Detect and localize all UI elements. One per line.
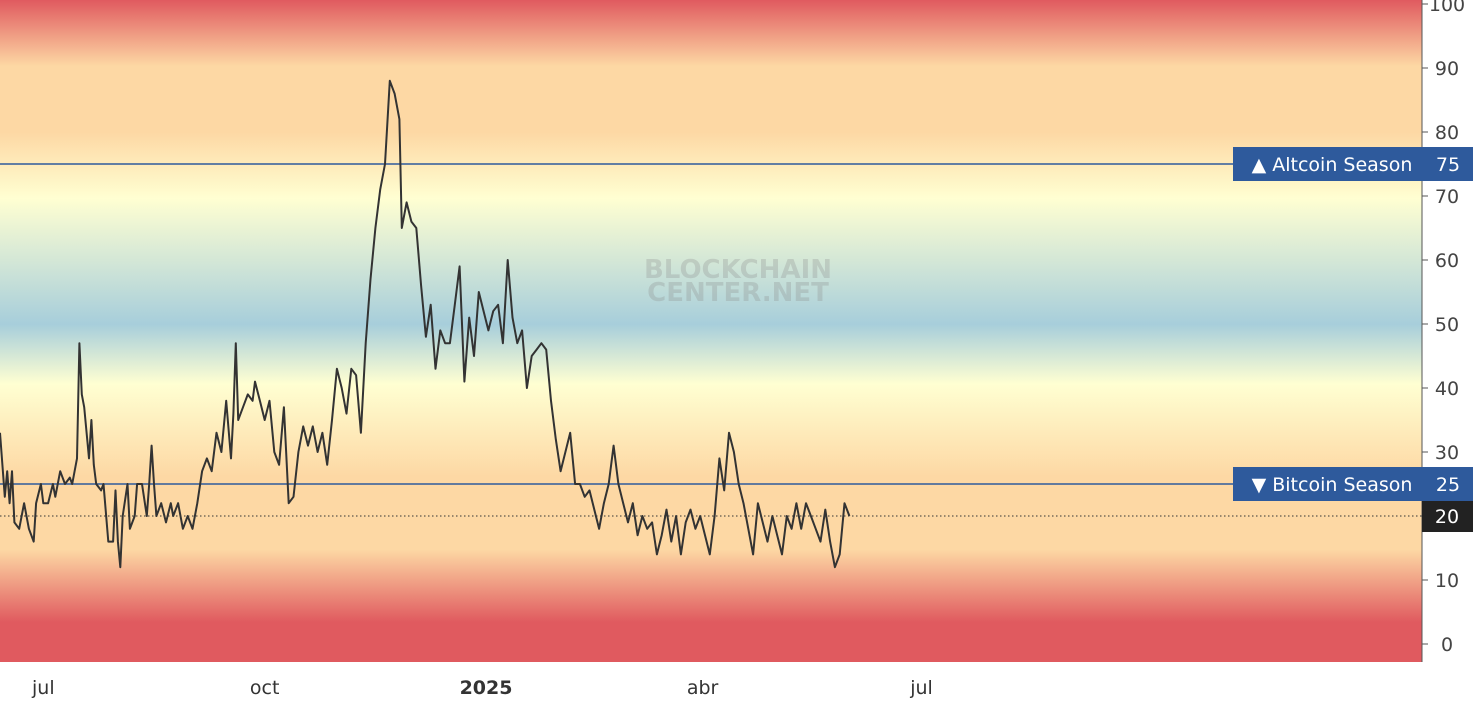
reference-lines (0, 163, 1422, 485)
y-tick-label: 10 (1435, 570, 1459, 592)
y-tick-label: 50 (1435, 314, 1459, 336)
series-group (0, 79, 851, 569)
x-tick-label: abr (687, 677, 719, 699)
watermark-line-1: BLOCKCHAIN (644, 255, 832, 285)
x-tick-label: jul (909, 677, 933, 699)
x-axis-ticks: jul oct 2025 abr jul (31, 677, 933, 699)
y-tick-label: 70 (1435, 186, 1459, 208)
reference-label: ▲ Altcoin Season (1252, 154, 1413, 176)
plot-background (0, 0, 1422, 662)
y-tick-label: 30 (1435, 442, 1459, 464)
y-tick-label: 40 (1435, 378, 1459, 400)
x-tick-label: oct (250, 677, 280, 699)
x-tick-label: jul (31, 677, 55, 699)
current-value-label: 20 (1435, 506, 1459, 528)
reference-labels: ▲ Altcoin Season 75 ▼ Bitcoin Season 25 (1233, 147, 1473, 501)
x-tick-label: 2025 (460, 677, 513, 699)
axis-background (1422, 0, 1483, 662)
series-line (0, 79, 851, 569)
watermark-line-2: CENTER.NET (647, 278, 829, 308)
current-value: 20 (0, 500, 1473, 532)
y-tick-label: 100 (1429, 0, 1465, 16)
y-tick-label: 80 (1435, 122, 1459, 144)
reference-label-box (1233, 147, 1473, 181)
watermark: BLOCKCHAIN CENTER.NET (644, 255, 832, 308)
current-value-box (1422, 500, 1473, 532)
reference-label: ▼ Bitcoin Season (1252, 474, 1413, 496)
y-tick-label: 90 (1435, 58, 1459, 80)
reference-value-label: 25 (1436, 474, 1460, 496)
y-tick-label: 0 (1441, 634, 1453, 656)
y-tick-label: 60 (1435, 250, 1459, 272)
reference-value-label: 75 (1436, 154, 1460, 176)
reference-label-box (1233, 467, 1473, 501)
